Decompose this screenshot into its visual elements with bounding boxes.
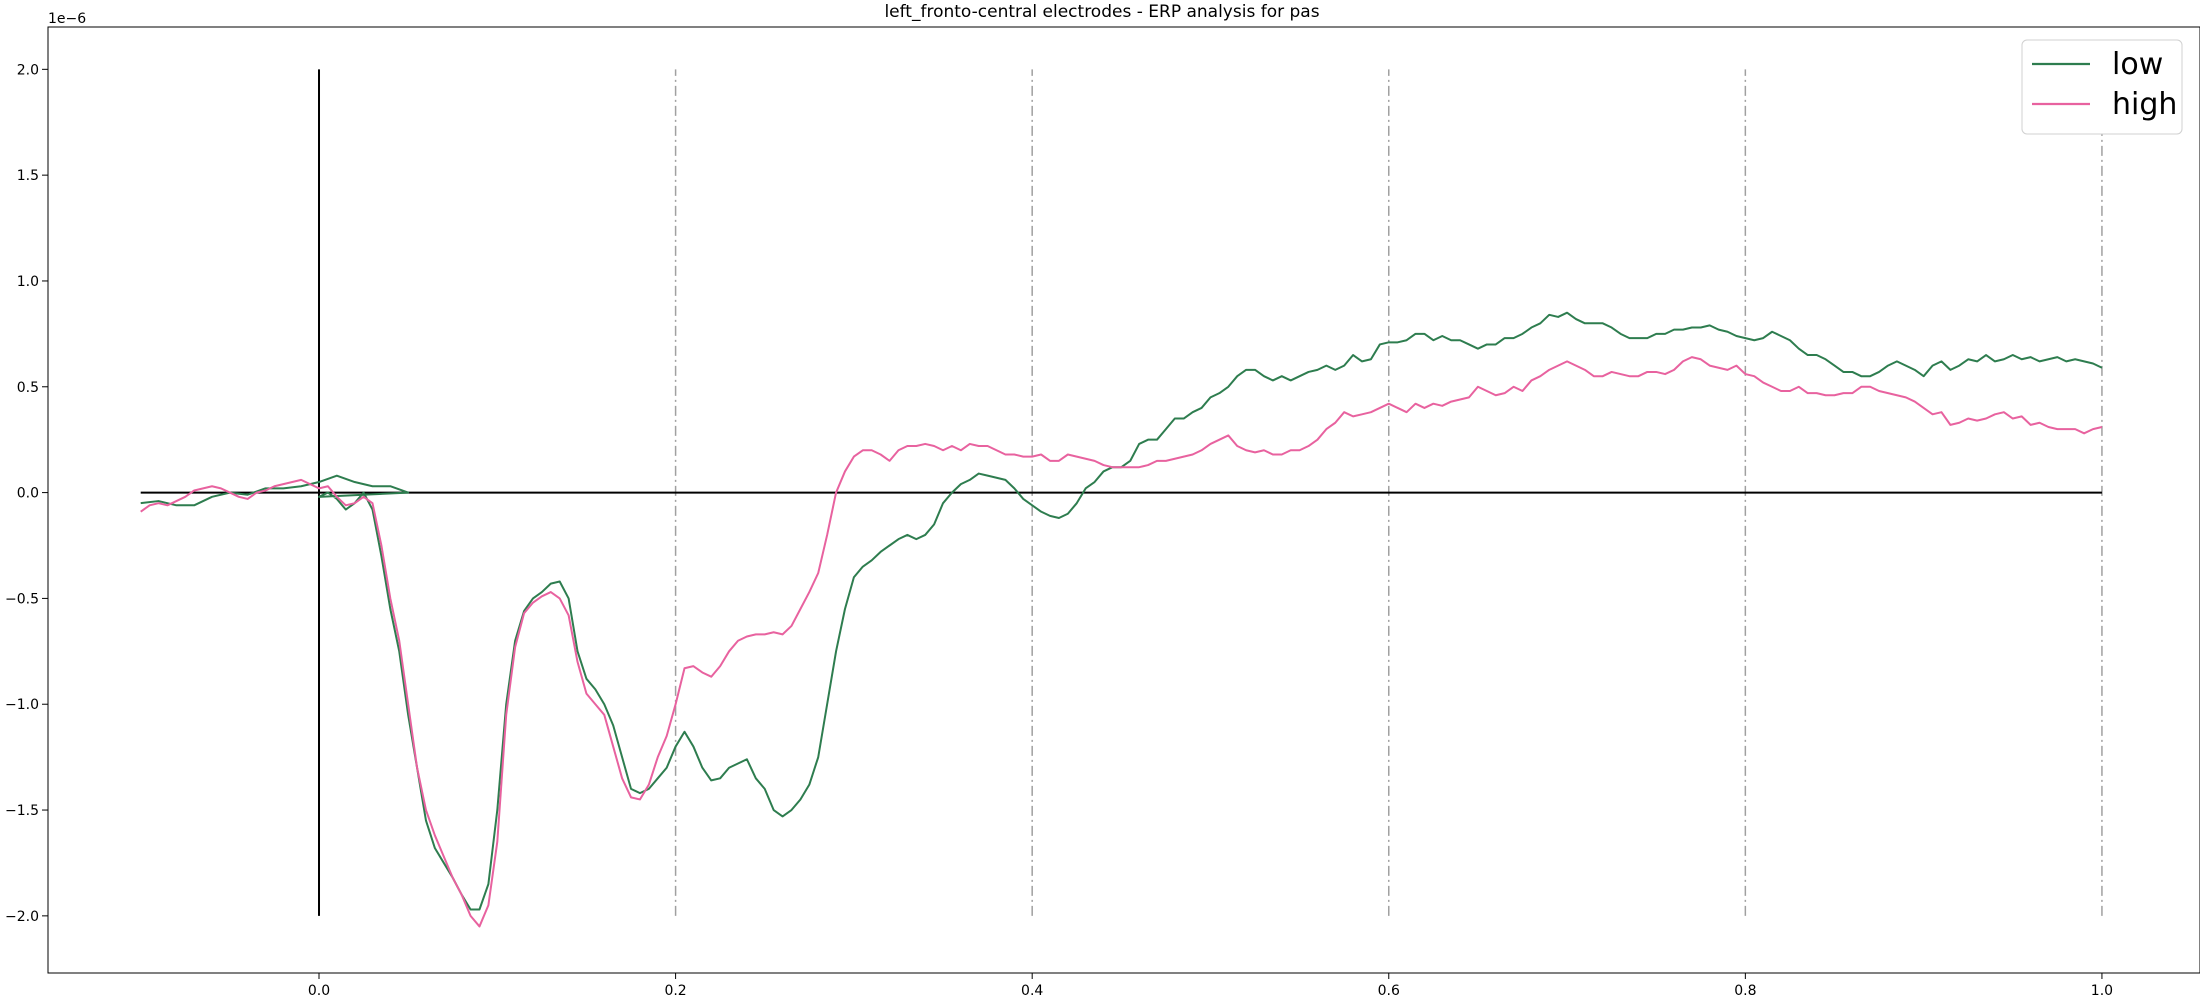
x-tick-label: 0.0 <box>308 983 330 999</box>
legend-label-low: low <box>2112 47 2163 82</box>
reference-lines <box>140 69 2103 916</box>
series-line-low <box>140 311 2103 911</box>
y-scale-label: 1e−6 <box>48 11 86 27</box>
y-tick-label: −0.5 <box>5 591 39 607</box>
y-tick-label: 0.5 <box>17 380 39 396</box>
y-tick-label: −1.0 <box>5 697 39 713</box>
legend-label-high: high <box>2112 87 2177 122</box>
y-tick-label: −1.5 <box>5 803 39 819</box>
series-lines <box>140 311 2103 928</box>
y-tick-label: 0.0 <box>17 486 39 502</box>
x-tick-label: 0.4 <box>1021 983 1043 999</box>
x-tick-label: 0.2 <box>664 983 686 999</box>
chart-title: left_fronto-central electrodes - ERP ana… <box>884 2 1319 22</box>
legend: low high <box>2021 39 2183 135</box>
y-tick-label: 1.5 <box>17 168 39 184</box>
series-line-high <box>140 356 2103 928</box>
y-tick-label: −2.0 <box>5 909 39 925</box>
x-tick-label: 0.8 <box>1734 983 1756 999</box>
x-tick-label: 1.0 <box>2091 983 2113 999</box>
plot-frame <box>47 26 2200 974</box>
x-tick-label: 0.6 <box>1378 983 1400 999</box>
y-tick-label: 1.0 <box>17 274 39 290</box>
x-axis-ticks: 0.0 0.2 0.4 0.6 0.8 1.0 <box>308 973 2113 999</box>
y-tick-label: 2.0 <box>17 62 39 78</box>
y-axis-ticks: −2.0 −1.5 −1.0 −0.5 0.0 0.5 1.0 1.5 2.0 <box>5 62 48 925</box>
